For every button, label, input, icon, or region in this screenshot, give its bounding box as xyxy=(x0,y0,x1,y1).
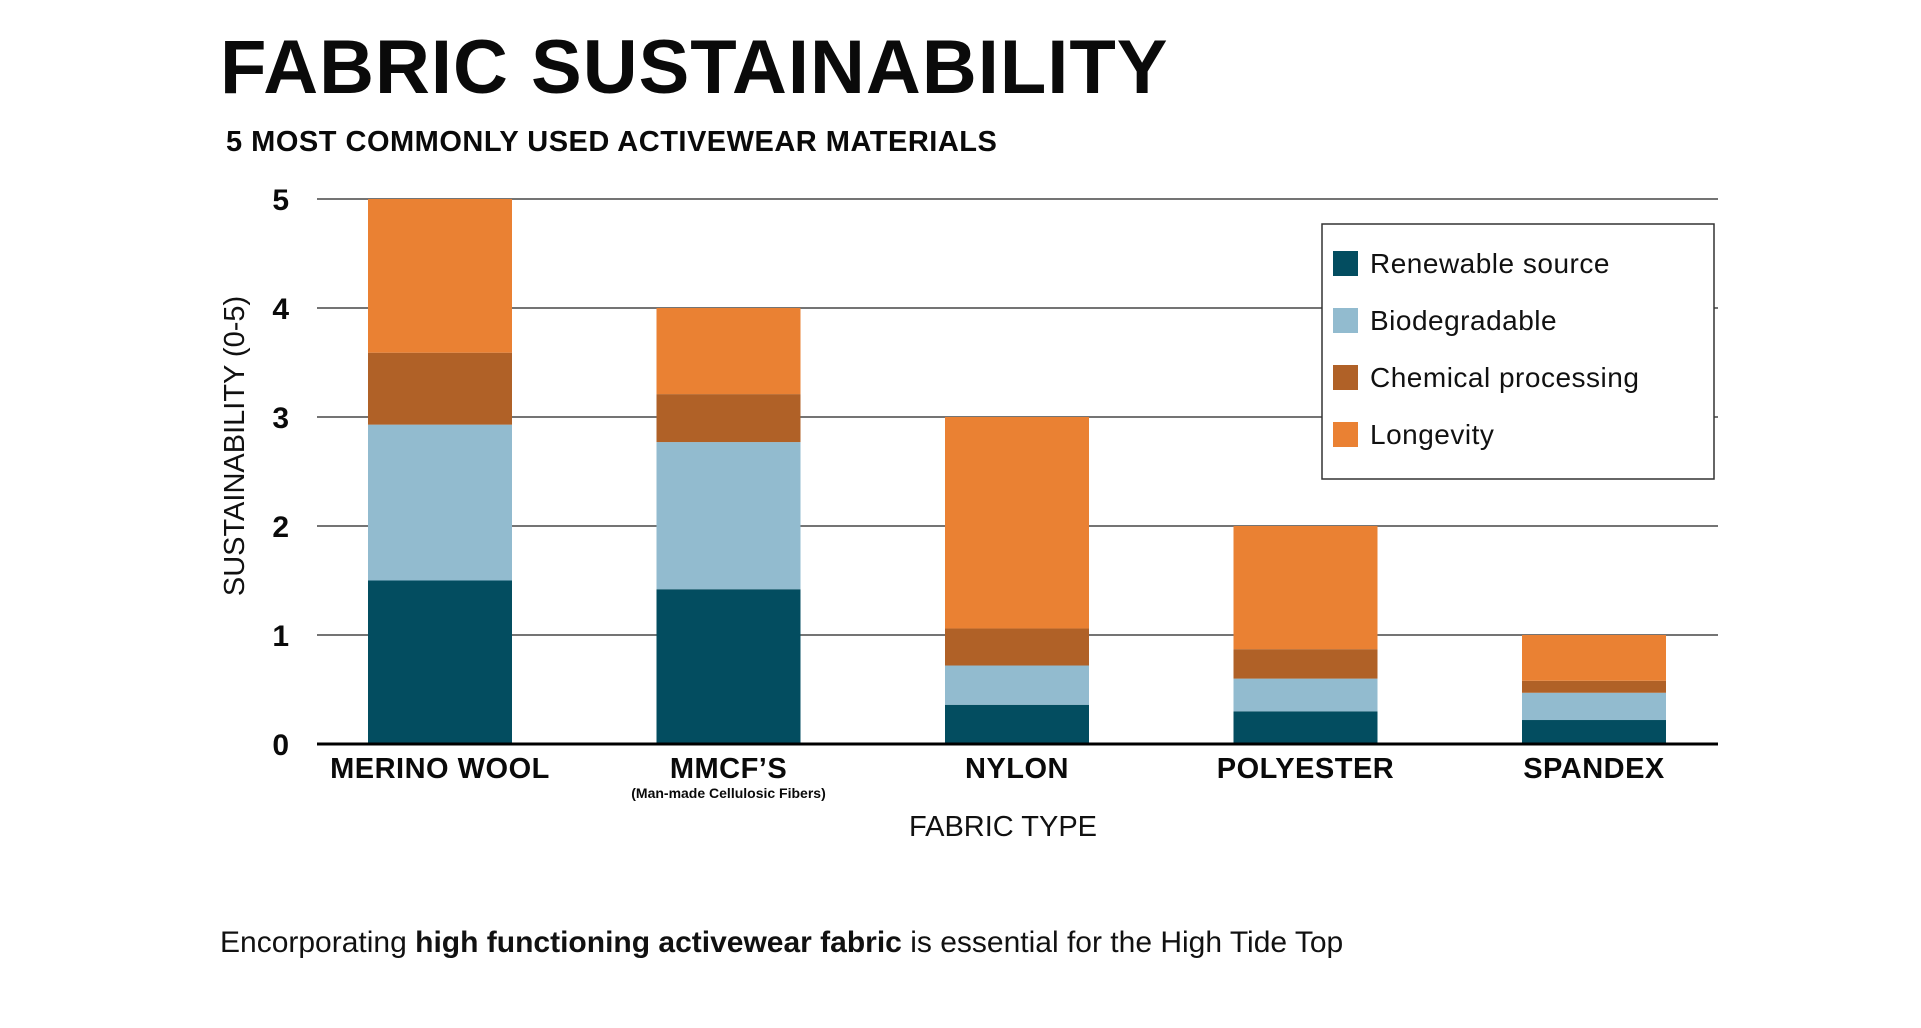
bar-segment xyxy=(945,665,1089,705)
bar-segment xyxy=(945,417,1089,629)
y-tick-label: 1 xyxy=(272,620,289,653)
bar-segment xyxy=(656,308,801,395)
x-tick-label: MMCF’S xyxy=(670,753,787,785)
x-axis-title: FABRIC TYPE xyxy=(909,811,1097,843)
chart-title: FABRIC SUSTAINABILITY xyxy=(220,25,1169,110)
x-tick-label: NYLON xyxy=(965,753,1069,785)
bar-segment xyxy=(1233,678,1378,712)
x-tick-label: POLYESTER xyxy=(1217,753,1394,785)
legend-swatch xyxy=(1333,422,1358,447)
bar-segment xyxy=(1522,635,1666,681)
x-tick-label: SPANDEX xyxy=(1523,753,1665,785)
legend-label: Renewable source xyxy=(1370,248,1610,279)
legend-label: Chemical processing xyxy=(1370,362,1639,393)
bar-segment xyxy=(1233,526,1378,650)
bar-segment xyxy=(945,704,1089,744)
bar-segment xyxy=(945,628,1089,666)
legend-items: Renewable source Biodegradable Chemical pr… xyxy=(1333,248,1639,450)
legend-swatch xyxy=(1333,308,1358,333)
bars xyxy=(368,199,1666,744)
y-tick-label: 5 xyxy=(272,184,289,217)
y-tick-label: 2 xyxy=(272,511,289,544)
y-tick-label: 4 xyxy=(272,293,289,326)
y-axis-title: SUSTAINABILITY (0-5) xyxy=(219,296,251,596)
bar-segment xyxy=(1233,711,1378,744)
footer-caption: Encorporating high functioning activewea… xyxy=(220,928,1343,958)
bar-segment xyxy=(1522,720,1666,744)
y-tick-labels: 0 1 2 3 4 5 xyxy=(272,184,289,762)
footer-prefix: Encorporating xyxy=(220,926,416,959)
chart-subtitle: 5 MOST COMMONLY USED ACTIVEWEAR MATERIAL… xyxy=(226,126,998,158)
legend-label: Biodegradable xyxy=(1370,305,1557,336)
bar-segment xyxy=(368,580,512,744)
x-tick-sublabel: (Man-made Cellulosic Fibers) xyxy=(631,785,825,801)
legend-label: Longevity xyxy=(1370,419,1494,450)
legend: Renewable source Biodegradable Chemical pr… xyxy=(1321,223,1715,480)
legend-swatch xyxy=(1333,365,1358,390)
bar-segment xyxy=(1522,692,1666,721)
x-tick-label: MERINO WOOL xyxy=(330,753,550,785)
footer-bold: high functioning activewear fabric xyxy=(415,926,902,959)
y-tick-label: 0 xyxy=(272,729,289,762)
bar-segment xyxy=(368,424,512,581)
bar-segment xyxy=(656,394,801,443)
x-tick-labels: MERINO WOOL MMCF’S(Man-made Cellulosic Fi… xyxy=(330,753,1665,801)
legend-swatch xyxy=(1333,251,1358,276)
bar-segment xyxy=(656,589,801,744)
y-tick-label: 3 xyxy=(272,402,289,435)
bar-segment xyxy=(656,442,801,590)
legend-box xyxy=(1321,223,1715,480)
bar-segment xyxy=(368,352,512,425)
bar-segment xyxy=(368,199,512,353)
footer-suffix: is essential for the High Tide Top xyxy=(901,926,1344,959)
bar-segment xyxy=(1233,649,1378,679)
bar-segment xyxy=(1522,680,1666,693)
